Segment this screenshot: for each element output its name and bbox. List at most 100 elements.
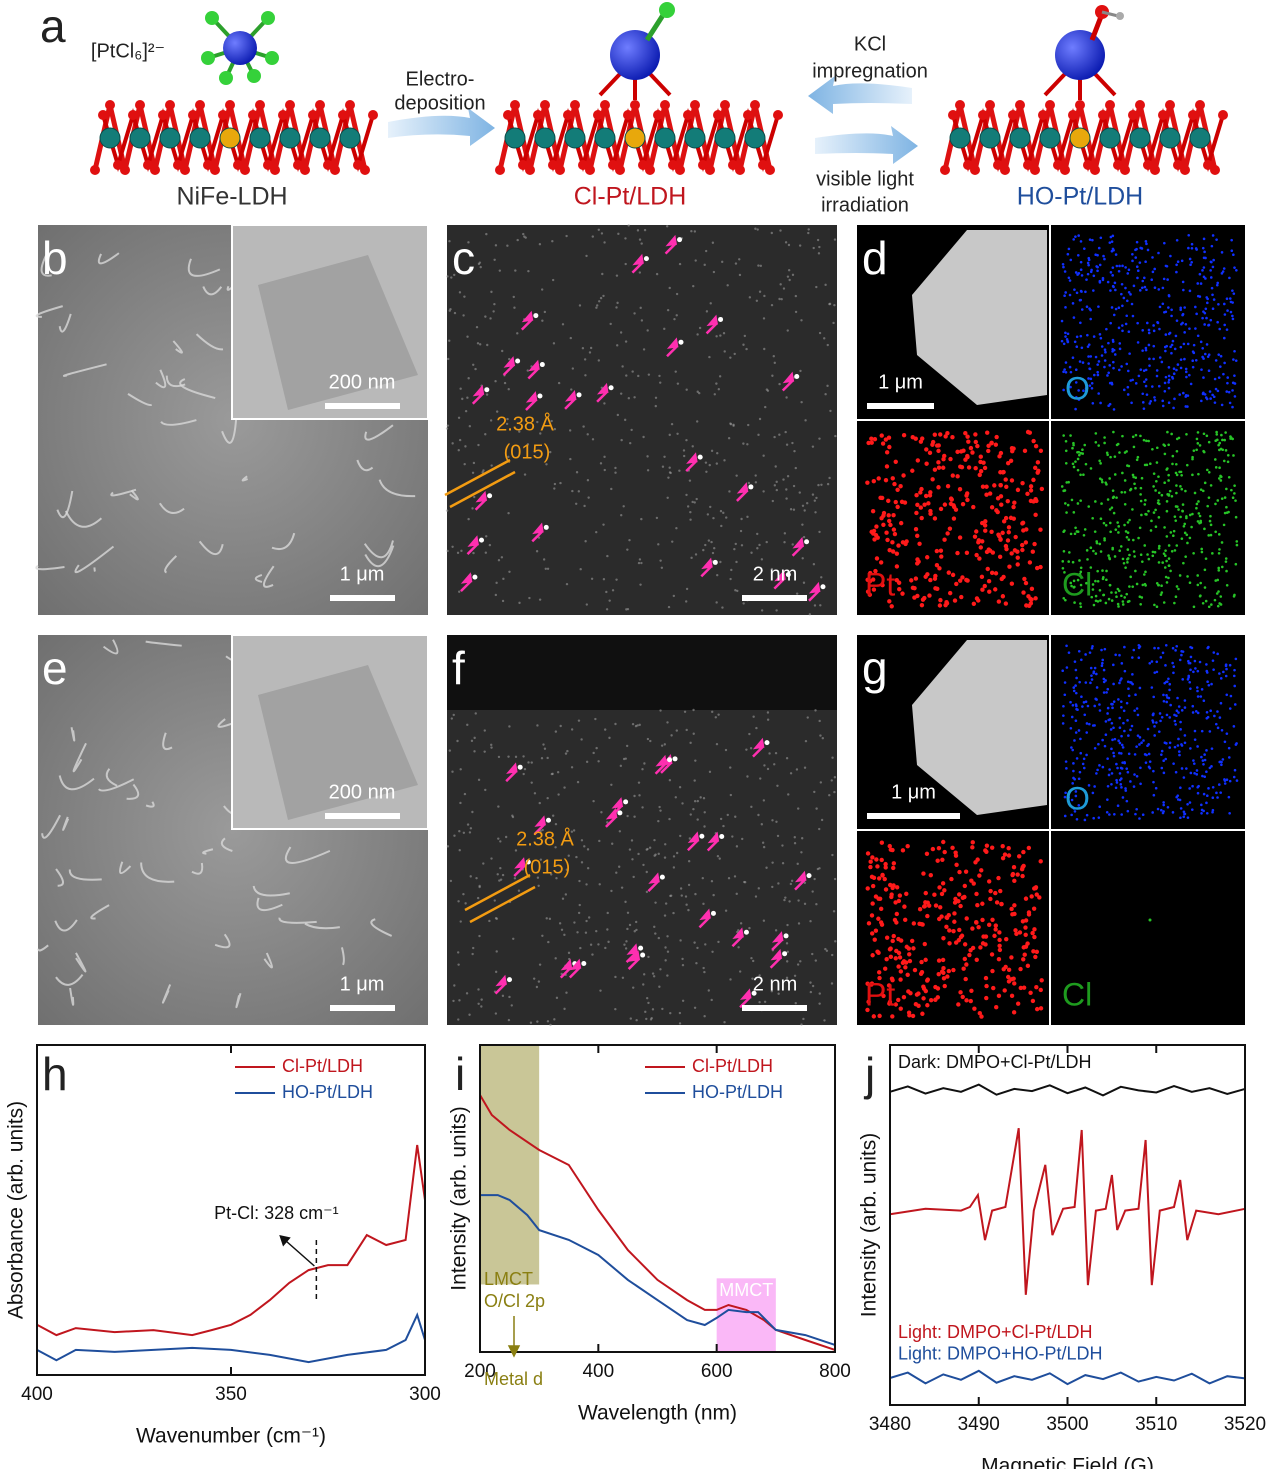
oxygen-atom <box>955 100 965 110</box>
eds-dot <box>1097 816 1101 819</box>
lattice-dot <box>702 796 706 800</box>
lattice-dot <box>689 510 692 514</box>
annotation-arrow <box>279 1234 315 1267</box>
ni-atom <box>129 127 151 149</box>
eds-dot <box>1006 979 1012 984</box>
single-atom <box>533 313 539 319</box>
eds-dot <box>918 439 924 444</box>
sheet-edge <box>40 255 52 277</box>
lattice-dot <box>687 883 691 887</box>
lattice-dot <box>541 934 544 938</box>
eds-dot <box>908 990 913 996</box>
eds-dot <box>1157 516 1161 519</box>
eds-dot <box>891 527 897 532</box>
lattice-dot <box>676 432 679 436</box>
eds-dot <box>997 943 1002 949</box>
eds-dot <box>1176 363 1180 366</box>
eds-dot <box>1090 381 1094 385</box>
lattice-dot <box>451 545 454 548</box>
eds-dot <box>1095 686 1099 689</box>
single-atom <box>806 873 812 879</box>
lattice-dot <box>668 466 671 469</box>
eds-dot <box>901 433 907 438</box>
eds-dot <box>1141 401 1145 404</box>
lattice-dot <box>582 425 585 428</box>
eds-dot <box>1157 384 1161 388</box>
lattice-dot <box>527 269 530 273</box>
eds-dot <box>1089 317 1092 321</box>
eds-dot <box>1165 559 1168 563</box>
eds-dot <box>1172 671 1175 675</box>
eds-dot <box>1079 240 1083 243</box>
sheet-edge <box>278 917 317 924</box>
eds-dot <box>1069 726 1073 730</box>
lattice-dot <box>471 254 475 258</box>
eds-dot <box>1188 513 1192 517</box>
pointer-arrow <box>625 943 639 964</box>
lattice-dot <box>589 346 593 350</box>
eds-dot <box>1117 326 1121 330</box>
eds-dot <box>1075 757 1079 760</box>
eds-dot <box>1211 307 1215 311</box>
oxygen-atom <box>1195 100 1205 110</box>
lattice-dot <box>624 757 627 760</box>
oxygen-atom <box>555 165 565 175</box>
scale-label: 200 nm <box>329 371 396 393</box>
eds-dot <box>938 905 943 910</box>
eds-dot <box>883 887 889 892</box>
eds-dot <box>1171 462 1174 466</box>
eds-dot <box>1020 521 1025 526</box>
eds-dot <box>925 977 930 982</box>
lattice-dot <box>692 732 695 735</box>
eds-dot <box>971 504 976 510</box>
eds-dot <box>1064 760 1068 763</box>
eds-dot <box>1173 549 1177 552</box>
lattice-dot <box>777 882 780 885</box>
eds-dot <box>1131 435 1135 439</box>
lattice-dot <box>507 511 510 515</box>
lattice-dot <box>619 331 623 334</box>
eds-dot <box>1231 496 1235 500</box>
eds-dot <box>927 593 932 598</box>
lattice-dot <box>638 271 642 274</box>
eds-dot <box>1169 345 1172 349</box>
lattice-dot <box>557 381 561 385</box>
eds-dot <box>1099 236 1103 240</box>
lattice-dot <box>801 504 805 507</box>
eds-dot <box>1003 601 1009 606</box>
eds-dot <box>1135 240 1139 244</box>
lattice-dot <box>476 342 480 345</box>
lattice-dot <box>703 825 706 828</box>
eds-dot <box>1103 436 1106 439</box>
eds-dot <box>1111 350 1114 353</box>
eds-dot <box>1137 643 1141 647</box>
eds-dot <box>1069 370 1073 374</box>
eds-dot <box>1155 670 1159 674</box>
eds-dot <box>993 890 998 896</box>
sheet-edge <box>164 555 178 574</box>
eds-dot <box>877 1013 882 1019</box>
eds-dot <box>1189 263 1192 267</box>
lattice-dot <box>763 1000 767 1003</box>
eds-dot <box>1007 564 1012 569</box>
lattice-dot <box>523 473 527 476</box>
lattice-dot <box>502 577 505 581</box>
eds-dot <box>968 998 973 1004</box>
eds-dot <box>1072 807 1076 810</box>
eds-dot <box>904 891 909 897</box>
eds-dot <box>964 962 969 967</box>
lattice-dot <box>653 925 656 929</box>
lattice-dot <box>721 606 724 609</box>
eds-dot <box>1192 551 1195 555</box>
lattice-dot <box>459 801 462 805</box>
lattice-dot <box>792 484 796 488</box>
eds-dot <box>1172 534 1175 538</box>
eds-dot <box>1006 853 1012 858</box>
lattice-dot <box>457 416 461 419</box>
eds-dot <box>1216 796 1219 799</box>
eds-dot <box>919 486 924 492</box>
eds-dot <box>910 468 915 473</box>
eds-dot <box>999 901 1004 907</box>
lattice-dot <box>748 926 751 930</box>
eds-dot <box>1145 321 1149 325</box>
